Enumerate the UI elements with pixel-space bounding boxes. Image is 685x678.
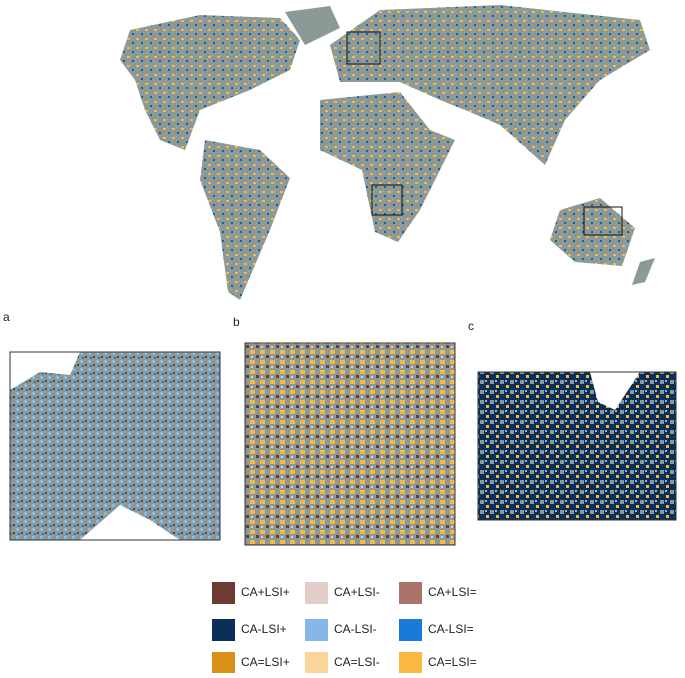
sea [10, 352, 80, 390]
new-zealand [632, 258, 655, 285]
legend-label: CA-LSI+ [241, 622, 287, 636]
sea [590, 372, 640, 410]
panel-label: a [3, 310, 10, 324]
legend-label: CA-LSI- [334, 622, 377, 636]
legend-label: CA-LSI= [428, 622, 474, 636]
eurasia [330, 5, 650, 165]
inset-map [478, 372, 676, 520]
legend-swatch [305, 619, 328, 641]
legend-swatch [399, 652, 422, 674]
africa [320, 92, 455, 242]
legend: CA+LSI+ CA+LSI- CA+LSI= CA-LSI+ CA-LSI- CA-LS… [212, 582, 477, 674]
legend-swatch [305, 652, 328, 674]
inset-frame [9, 351, 221, 541]
panel-labels: a b c [3, 310, 474, 333]
inset-box [583, 206, 623, 236]
legend-swatch [305, 582, 328, 604]
inset-map [245, 343, 455, 545]
panel-label: c [468, 319, 474, 333]
legend-label: CA+LSI+ [241, 585, 290, 599]
panel-label: b [233, 315, 240, 329]
inset-box [371, 184, 403, 216]
legend-swatch [399, 582, 422, 604]
legend-label: CA=LSI+ [241, 655, 290, 669]
inset-frame [477, 371, 677, 521]
legend-swatch [212, 582, 235, 604]
legend-label: CA=LSI- [334, 655, 380, 669]
legend-swatch [212, 652, 235, 674]
legend-label: CA+LSI= [428, 585, 477, 599]
greenland [285, 6, 340, 45]
legend-swatch [212, 619, 235, 641]
world-map [120, 5, 655, 300]
inset-map [10, 352, 220, 540]
inset-frame [244, 342, 456, 546]
legend-label: CA=LSI= [428, 655, 477, 669]
legend-swatch [399, 619, 422, 641]
north-america [120, 15, 300, 150]
legend-label: CA+LSI- [334, 585, 380, 599]
inset-b [244, 342, 456, 546]
inset-a [9, 351, 221, 541]
inset-c [477, 371, 677, 521]
south-america [200, 140, 290, 300]
inset-box [346, 31, 381, 65]
sea [80, 505, 180, 540]
australia [550, 198, 635, 266]
